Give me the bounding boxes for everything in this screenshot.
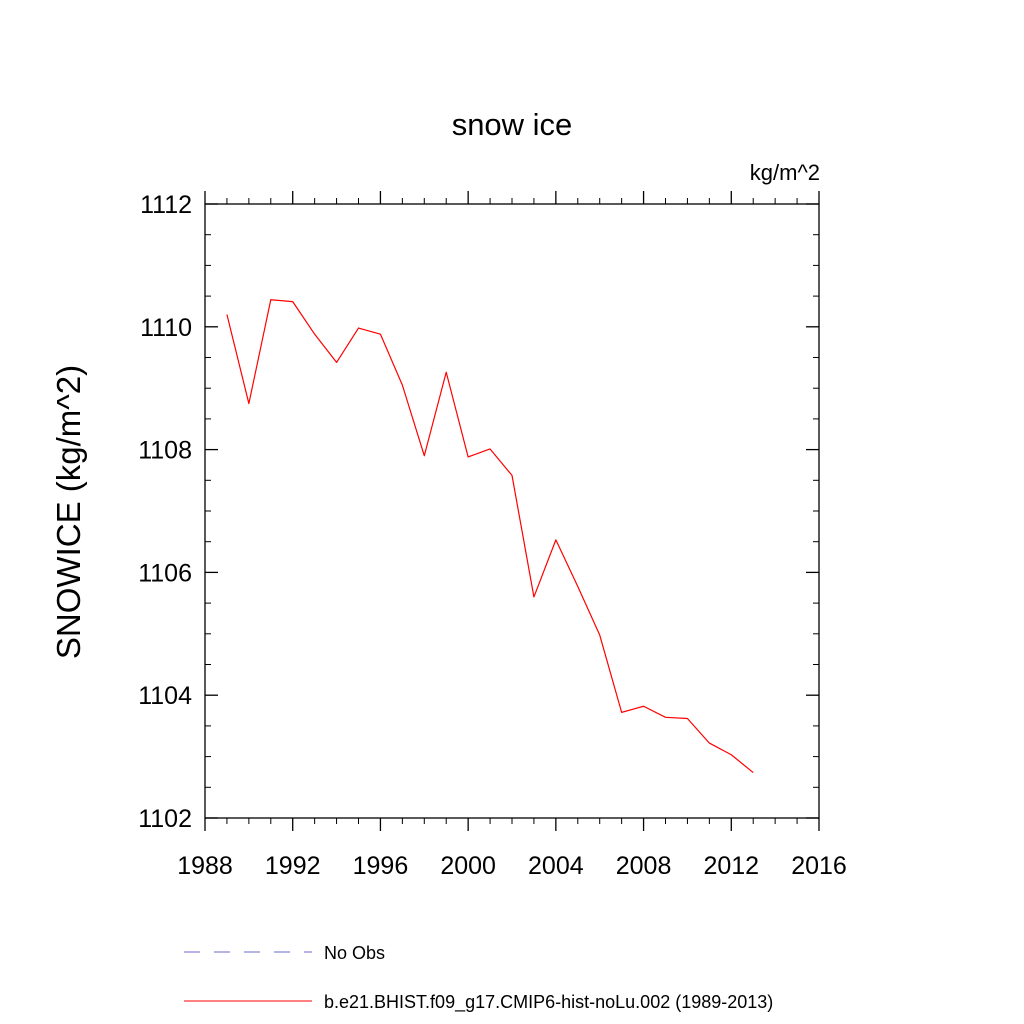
units-label: kg/m^2 [750,160,820,185]
plot-frame [204,203,820,819]
chart-title: snow ice [452,107,573,142]
x-tick-label: 2000 [440,852,496,880]
series-layer [226,299,754,774]
y-axis-label: SNOWICE (kg/m^2) [50,365,87,659]
x-tick-labels: 1988 1992 1996 2000 2004 2008 2012 2016 [177,852,847,880]
legend-label: b.e21.BHIST.f09_g17.CMIP6-hist-noLu.002 … [324,992,773,1013]
legend: No Obs b.e21.BHIST.f09_g17.CMIP6-hist-noL… [184,943,773,1013]
y-tick-label: 1112 [140,191,192,219]
x-tick-label: 2012 [703,852,759,880]
x-tick-label: 1988 [177,852,233,880]
x-tick-label: 1996 [353,852,409,880]
legend-label: No Obs [324,943,385,963]
y-tick-label: 1104 [138,682,192,710]
y-tick-label: 1108 [138,437,192,465]
x-tick-label: 2004 [528,852,584,880]
x-tick-label: 2016 [791,852,847,880]
x-tick-label: 2008 [616,852,672,880]
y-tick-labels: 1102 1104 1106 1108 1110 1112 [138,191,192,833]
axis-ticks [204,191,820,831]
series-line [226,299,754,774]
x-tick-label: 1992 [265,852,321,880]
y-tick-label: 1106 [138,559,192,587]
y-tick-label: 1110 [140,314,192,342]
y-tick-label: 1102 [138,805,192,833]
